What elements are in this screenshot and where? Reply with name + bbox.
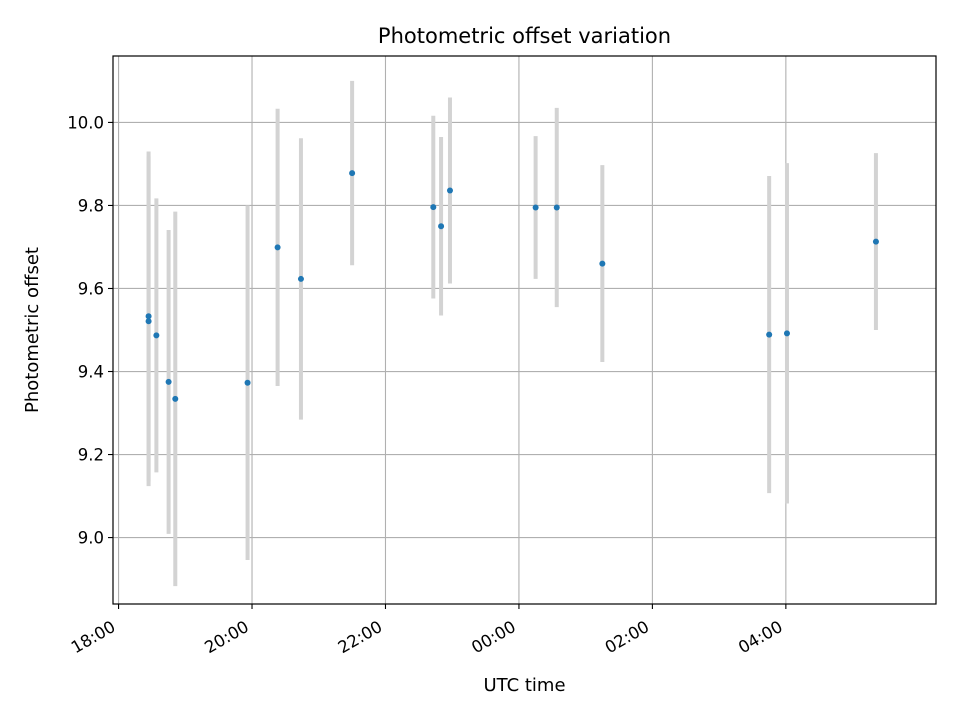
data-point-0 [145, 313, 152, 320]
data-point-4 [172, 395, 179, 402]
data-point-17 [872, 238, 879, 245]
data-point-11 [446, 187, 453, 194]
data-point-8 [349, 170, 356, 177]
data-point-14 [599, 260, 606, 267]
data-point-15 [766, 331, 773, 338]
y-axis-label: Photometric offset [22, 247, 43, 413]
y-tick-label-1: 9.2 [78, 446, 104, 465]
plot-frame [112, 55, 937, 605]
x-axis-label: UTC time [483, 675, 565, 696]
data-point-3 [165, 378, 172, 385]
y-tick-label-3: 9.6 [78, 279, 104, 298]
y-tick-label-5: 10.0 [67, 113, 104, 132]
y-axis-ticks: 9.0 9.2 9.4 9.6 9.8 10.0 [67, 113, 113, 548]
data-point-5 [244, 379, 251, 386]
data-point-10 [438, 223, 445, 230]
data-point-9 [430, 204, 437, 211]
data-point-13 [553, 204, 560, 211]
data-point-7 [297, 275, 304, 282]
data-point-12 [532, 204, 539, 211]
y-tick-label-2: 9.4 [78, 363, 104, 382]
data-point-1 [145, 318, 152, 325]
data-points [145, 170, 879, 402]
y-tick-label-4: 9.8 [78, 196, 104, 215]
chart-title: Photometric offset variation [378, 24, 671, 48]
data-point-16 [783, 330, 790, 337]
data-point-6 [274, 244, 281, 251]
y-tick-label-0: 9.0 [78, 529, 104, 548]
data-point-2 [153, 332, 160, 339]
